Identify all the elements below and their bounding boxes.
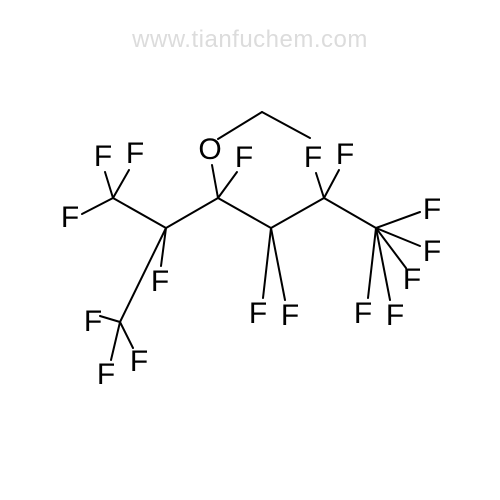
bond-line <box>212 165 218 198</box>
bond-line <box>120 322 133 348</box>
bond-line <box>271 228 285 300</box>
bond-line <box>218 198 271 228</box>
bond-line <box>316 173 324 198</box>
bond-line <box>82 198 113 214</box>
bond-line <box>105 172 113 198</box>
bond-line <box>111 322 120 360</box>
bond-line <box>263 228 271 298</box>
bond-line <box>218 172 237 198</box>
bond-line <box>218 112 262 139</box>
bond-line <box>376 212 420 228</box>
bond-line <box>271 198 324 228</box>
molecule-canvas: www.tianfuchem.com FFFFFFFOFFFFFFFFFF <box>0 0 500 500</box>
bond-layer <box>0 0 500 500</box>
bond-line <box>166 198 218 228</box>
bond-line <box>113 170 129 198</box>
bond-line <box>113 198 166 228</box>
bond-line <box>324 198 376 228</box>
bond-line <box>262 112 310 138</box>
bond-line <box>368 228 376 298</box>
bond-line <box>100 316 120 322</box>
bond-line <box>324 170 339 198</box>
bond-line <box>120 228 166 322</box>
